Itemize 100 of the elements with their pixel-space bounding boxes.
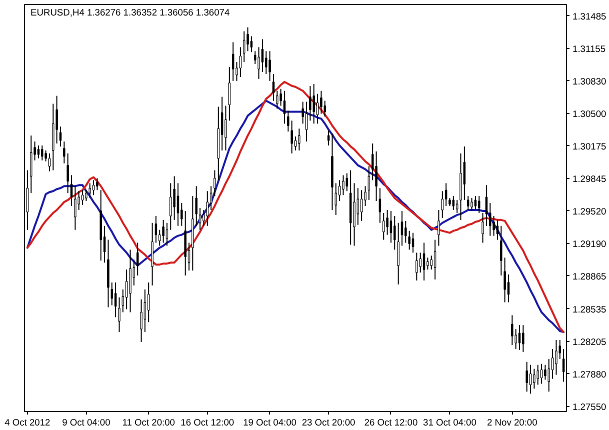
candlestick: [548, 358, 550, 392]
candlestick: [434, 239, 436, 280]
candlestick: [368, 166, 370, 201]
candlestick: [140, 298, 142, 343]
candlestick: [526, 361, 528, 392]
candlestick: [555, 340, 558, 376]
x-tick-label: 31 Oct 04:00: [423, 418, 476, 428]
y-tick-label: 1.28865: [572, 272, 606, 282]
candlestick: [404, 220, 407, 244]
candlestick: [176, 182, 180, 226]
y-tick-label: 1.28535: [572, 304, 606, 314]
candlestick: [511, 314, 514, 346]
candlestick: [342, 174, 344, 196]
candlestick: [474, 196, 477, 210]
candlestick: [470, 198, 473, 212]
candlestick: [276, 90, 278, 110]
candlestick: [482, 212, 484, 244]
candlestick: [195, 186, 198, 226]
candlestick: [551, 348, 554, 380]
candlestick: [206, 190, 208, 226]
y-tick-label: 1.27550: [572, 402, 606, 412]
x-tick-label: 11 Oct 20:00: [122, 418, 175, 428]
x-tick-label: 26 Oct 12:00: [364, 418, 418, 428]
candlestick: [232, 42, 234, 82]
candlestick: [518, 324, 521, 350]
candlestick: [544, 364, 546, 380]
y-tick-label: 1.31485: [572, 11, 606, 22]
candlestick: [59, 126, 62, 147]
candlestick: [378, 188, 382, 224]
x-tick-label: 19 Oct 04:00: [243, 418, 297, 428]
candlestick: [320, 90, 322, 114]
candlestick: [444, 182, 448, 207]
candlestick: [30, 135, 32, 194]
candlestick: [382, 212, 385, 240]
candlestick: [312, 83, 315, 124]
candlestick: [375, 150, 378, 202]
candlestick: [426, 257, 429, 270]
candlestick: [290, 120, 293, 154]
x-tick-label: 4 Oct 2012: [4, 418, 50, 428]
candlestick: [298, 128, 300, 151]
candlestick: [250, 36, 253, 53]
candlestick: [400, 210, 404, 246]
candlestick: [327, 130, 330, 146]
candlestick: [394, 215, 396, 250]
y-tick-label: 1.29845: [572, 174, 606, 184]
candlestick: [500, 225, 502, 276]
candlestick: [338, 180, 341, 202]
candlestick: [173, 176, 176, 220]
candlestick: [136, 242, 139, 276]
candlestick: [154, 215, 158, 244]
candlestick: [147, 282, 150, 323]
candlestick: [452, 196, 455, 210]
candlestick: [390, 210, 392, 244]
y-tick-label: 1.28205: [572, 337, 606, 348]
candlestick: [258, 46, 260, 80]
candlestick: [85, 190, 88, 202]
x-tick-label: 16 Oct 12:00: [180, 418, 234, 428]
x-tick-label: 2 Nov 20:00: [487, 418, 538, 428]
candlestick: [239, 46, 242, 78]
candlestick: [162, 219, 164, 244]
y-tick-label: 1.27880: [572, 369, 606, 380]
candlestick: [456, 200, 458, 214]
candlestick: [228, 66, 231, 122]
candlestick: [92, 180, 95, 196]
candlestick: [485, 184, 488, 226]
candlestick: [88, 182, 91, 199]
y-tick-label: 1.30175: [572, 141, 606, 152]
candlestick: [96, 178, 98, 191]
candlestick: [242, 30, 246, 63]
candlestick: [507, 274, 510, 303]
candlestick: [166, 222, 168, 246]
candlestick: [536, 364, 539, 386]
candlestick: [430, 255, 432, 270]
candlestick: [272, 73, 275, 102]
x-tick-label: 23 Oct 20:00: [302, 418, 356, 428]
candlestick: [419, 252, 422, 274]
y-tick-label: 1.30500: [572, 109, 606, 120]
y-tick-label: 1.29190: [572, 239, 606, 250]
candlestick: [268, 50, 271, 82]
candlestick: [492, 215, 495, 236]
candlestick: [144, 288, 146, 333]
candlestick: [305, 101, 308, 142]
y-tick-label: 1.31155: [572, 44, 606, 54]
candlestick: [422, 242, 426, 281]
candlestick: [114, 282, 117, 318]
candlestick: [41, 144, 44, 161]
candlestick: [214, 170, 216, 197]
candlestick: [438, 209, 440, 246]
candlestick: [246, 26, 249, 52]
candlestick: [441, 190, 444, 218]
candlestick: [397, 222, 400, 285]
candlestick: [66, 152, 69, 194]
candlestick: [478, 196, 480, 214]
candlestick: [224, 105, 227, 151]
candlestick: [463, 146, 466, 201]
candlestick: [37, 144, 40, 159]
candlestick: [309, 85, 312, 122]
candlestick: [529, 364, 532, 394]
candlestick: [283, 90, 286, 124]
x-tick-label: 9 Oct 04:00: [62, 418, 110, 428]
